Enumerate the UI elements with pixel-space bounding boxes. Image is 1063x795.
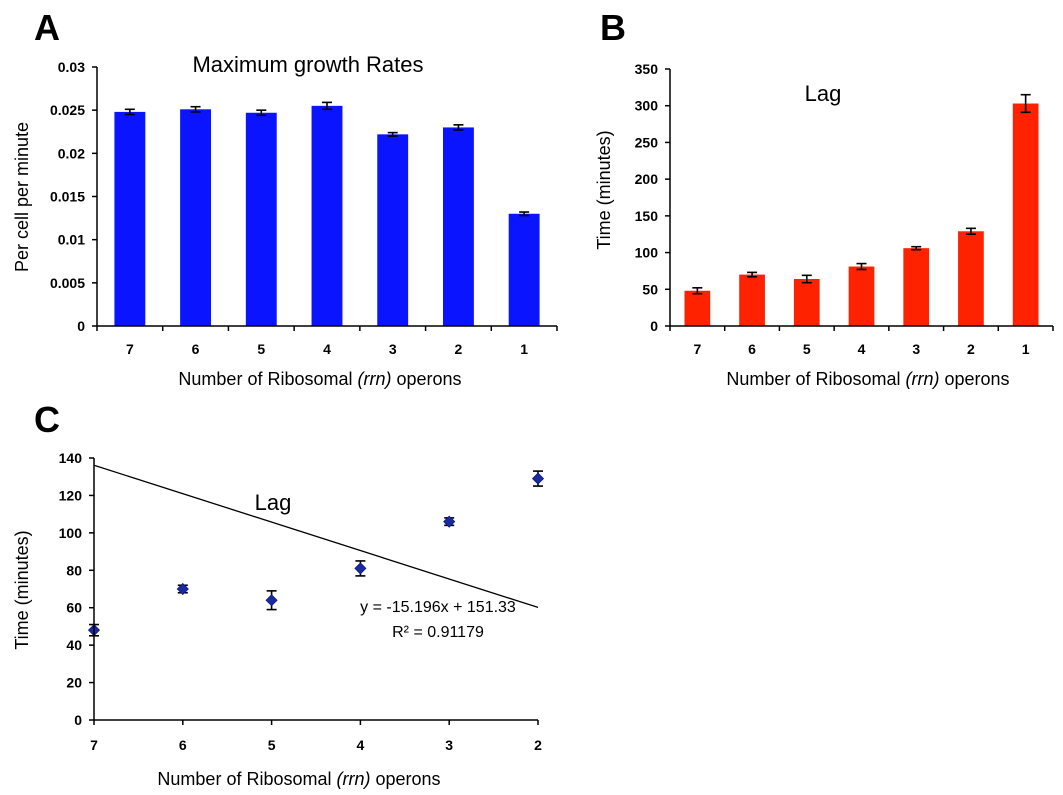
chart-c-trendline <box>93 464 539 609</box>
x-tick-label: 4 <box>357 737 365 753</box>
data-point <box>354 562 367 575</box>
chart-c-title: Lag <box>255 490 292 515</box>
x-tick-label: 3 <box>912 341 920 357</box>
data-point <box>531 472 545 485</box>
y-tick-label: 350 <box>635 61 659 77</box>
chart-a-ylabel: Per cell per minute <box>12 122 32 272</box>
chart-c-axes <box>93 458 538 721</box>
chart-b-xlabel: Number of Ribosomal (rrn) operons <box>726 369 1009 389</box>
bar <box>180 109 212 326</box>
y-tick-label: 100 <box>59 525 83 541</box>
bar <box>1012 103 1039 326</box>
chart-b-ylabel: Time (minutes) <box>594 130 614 249</box>
panel-c: C Lag Time (minutes) Number of Ribosomal… <box>12 399 545 789</box>
bar <box>958 231 984 326</box>
y-tick-label: 250 <box>635 134 659 150</box>
chart-a-axes <box>96 67 557 327</box>
bar <box>739 274 765 326</box>
bar <box>793 279 820 326</box>
bar <box>903 248 930 326</box>
y-tick-label: 0 <box>74 712 82 728</box>
data-point <box>443 515 456 528</box>
panel-label-c: C <box>34 399 60 440</box>
trendline-r2: R² = 0.91179 <box>392 624 484 641</box>
bar <box>848 266 875 326</box>
chart-c-ylabel: Time (minutes) <box>12 530 32 649</box>
x-tick-label: 5 <box>268 737 276 753</box>
y-tick-label: 200 <box>635 171 659 187</box>
x-tick-label: 7 <box>126 341 134 357</box>
y-tick-label: 80 <box>66 562 82 578</box>
bar <box>311 105 343 326</box>
data-point <box>176 582 189 596</box>
data-point <box>265 594 278 607</box>
trendline <box>93 464 539 609</box>
x-tick-label: 6 <box>192 341 200 357</box>
y-tick-label: 60 <box>66 600 82 616</box>
panel-a: A Maximum growth Rates Per cell per minu… <box>12 7 558 389</box>
chart-a-title: Maximum growth Rates <box>192 52 423 77</box>
y-tick-label: 50 <box>642 281 658 297</box>
y-tick-label: 0.005 <box>50 275 85 291</box>
chart-c-yticks: 0 20 40 60 80 100 120 140 <box>59 450 94 728</box>
bar <box>684 290 711 326</box>
x-tick-label: 5 <box>257 341 265 357</box>
panel-label-b: B <box>600 7 626 48</box>
x-tick-label: 2 <box>967 341 975 357</box>
bar <box>114 111 146 326</box>
chart-b-title: Lag <box>805 81 842 106</box>
x-tick-label: 4 <box>858 341 866 357</box>
x-tick-label: 3 <box>445 737 453 753</box>
y-tick-label: 40 <box>66 637 82 653</box>
chart-c-points <box>87 470 545 637</box>
y-tick-label: 150 <box>635 208 659 224</box>
bar <box>508 213 540 326</box>
chart-c-xlabel: Number of Ribosomal (rrn) operons <box>157 769 440 789</box>
chart-b-yticks: 0 50 100 150 200 250 300 350 <box>635 61 670 334</box>
x-tick-label: 6 <box>179 737 187 753</box>
bar <box>442 127 474 326</box>
chart-a-bars <box>114 101 540 326</box>
chart-a-xlabel: Number of Ribosomal (rrn) operons <box>178 369 461 389</box>
y-tick-label: 0.02 <box>58 145 85 161</box>
chart-c-xticks: 7 6 5 4 3 2 <box>90 720 542 753</box>
y-tick-label: 0.015 <box>50 189 85 205</box>
y-tick-label: 0.025 <box>50 102 85 118</box>
x-tick-label: 1 <box>1022 341 1030 357</box>
y-tick-label: 0.03 <box>58 59 85 75</box>
x-tick-label: 6 <box>748 341 756 357</box>
chart-b-axes <box>669 69 1053 327</box>
chart-a-yticks: 0 0.005 0.01 0.015 0.02 0.025 0.03 <box>50 59 97 334</box>
x-tick-label: 4 <box>323 341 331 357</box>
y-tick-label: 100 <box>635 245 659 261</box>
y-tick-label: 140 <box>59 450 83 466</box>
x-tick-label: 2 <box>455 341 463 357</box>
x-tick-label: 7 <box>90 737 98 753</box>
y-tick-label: 0 <box>650 318 658 334</box>
bar <box>245 112 277 326</box>
x-tick-label: 5 <box>803 341 811 357</box>
bar <box>377 134 409 326</box>
x-tick-label: 2 <box>534 737 542 753</box>
chart-a-xticks: 7 6 5 4 3 2 1 <box>96 326 558 357</box>
chart-b-bars <box>684 93 1039 326</box>
panel-label-a: A <box>34 7 60 48</box>
y-tick-label: 120 <box>59 487 83 503</box>
trendline-equation: y = -15.196x + 151.33 <box>360 599 516 616</box>
y-tick-label: 0.01 <box>58 232 85 248</box>
chart-b-xticks: 7 6 5 4 3 2 1 <box>669 326 1054 357</box>
y-tick-label: 0 <box>77 318 85 334</box>
y-tick-label: 20 <box>66 675 82 691</box>
x-tick-label: 1 <box>520 341 528 357</box>
x-tick-label: 3 <box>389 341 397 357</box>
panel-b: B Lag Time (minutes) Number of Ribosomal… <box>594 7 1054 389</box>
y-tick-label: 300 <box>635 98 659 114</box>
x-tick-label: 7 <box>693 341 701 357</box>
